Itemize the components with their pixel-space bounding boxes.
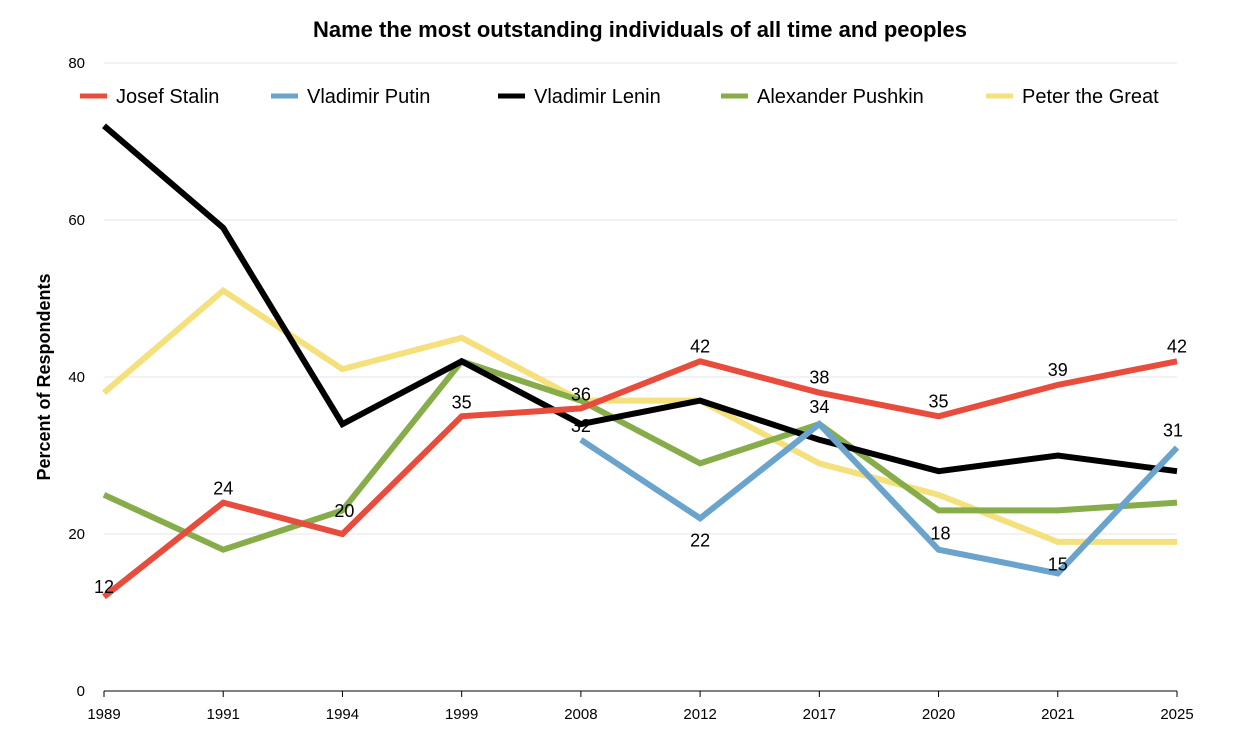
x-tick-label: 1999: [445, 706, 478, 723]
y-tick-label: 0: [77, 683, 85, 700]
data-label: 24: [213, 479, 233, 499]
x-tick-label: 1989: [87, 706, 120, 723]
data-label: 12: [94, 577, 114, 597]
legend-label: Vladimir Putin: [307, 86, 430, 108]
data-label: 38: [809, 368, 829, 388]
x-tick-label: 1991: [207, 706, 240, 723]
series-line-alexander-pushkin: [102, 357, 1178, 553]
y-axis-label: Percent of Respondents: [34, 273, 54, 480]
data-label: 18: [931, 524, 951, 544]
x-tick-label: 1994: [326, 706, 359, 723]
series-line-vladimir-lenin: [102, 123, 1178, 475]
legend-label: Vladimir Lenin: [534, 86, 661, 108]
data-label: 35: [452, 392, 472, 412]
data-label: 32: [571, 416, 591, 436]
x-tick-label: 2012: [683, 706, 716, 723]
series-lines: [102, 123, 1180, 600]
legend-label: Peter the Great: [1022, 86, 1159, 108]
grid-lines: [104, 62, 1177, 535]
data-label: 42: [690, 336, 710, 356]
data-label: 20: [334, 501, 354, 521]
x-tick-label: 2025: [1160, 706, 1193, 723]
legend-label: Alexander Pushkin: [757, 86, 924, 108]
y-tick-label: 20: [68, 526, 85, 543]
y-tick-label: 40: [68, 369, 85, 386]
data-label: 36: [571, 384, 591, 404]
chart-title: Name the most outstanding individuals of…: [313, 17, 967, 42]
data-label: 15: [1048, 554, 1068, 574]
data-label: 34: [809, 397, 829, 417]
series-line-peter-the-great: [102, 286, 1177, 545]
x-tick-label: 2008: [564, 706, 597, 723]
data-label: 42: [1167, 336, 1187, 356]
data-labels: 12 24 20 35 36 42 38 35 39 42 32 22 34 18 15 31: [94, 336, 1187, 597]
legend: Josef Stalin Vladimir Putin Vladimir Lenin…: [80, 86, 1159, 108]
x-tick-label: 2021: [1041, 706, 1074, 723]
x-tick-label: 2020: [922, 706, 955, 723]
series-line-josef-stalin: [102, 358, 1178, 600]
series-line-vladimir-putin: [579, 420, 1180, 577]
data-label: 35: [929, 391, 949, 411]
y-tick-label: 80: [68, 55, 85, 72]
data-label: 22: [690, 530, 710, 550]
x-tick-label: 2017: [803, 706, 836, 723]
data-label: 39: [1048, 360, 1068, 380]
y-tick-label: 60: [68, 212, 85, 229]
data-label: 31: [1163, 421, 1183, 441]
legend-label: Josef Stalin: [116, 86, 219, 108]
